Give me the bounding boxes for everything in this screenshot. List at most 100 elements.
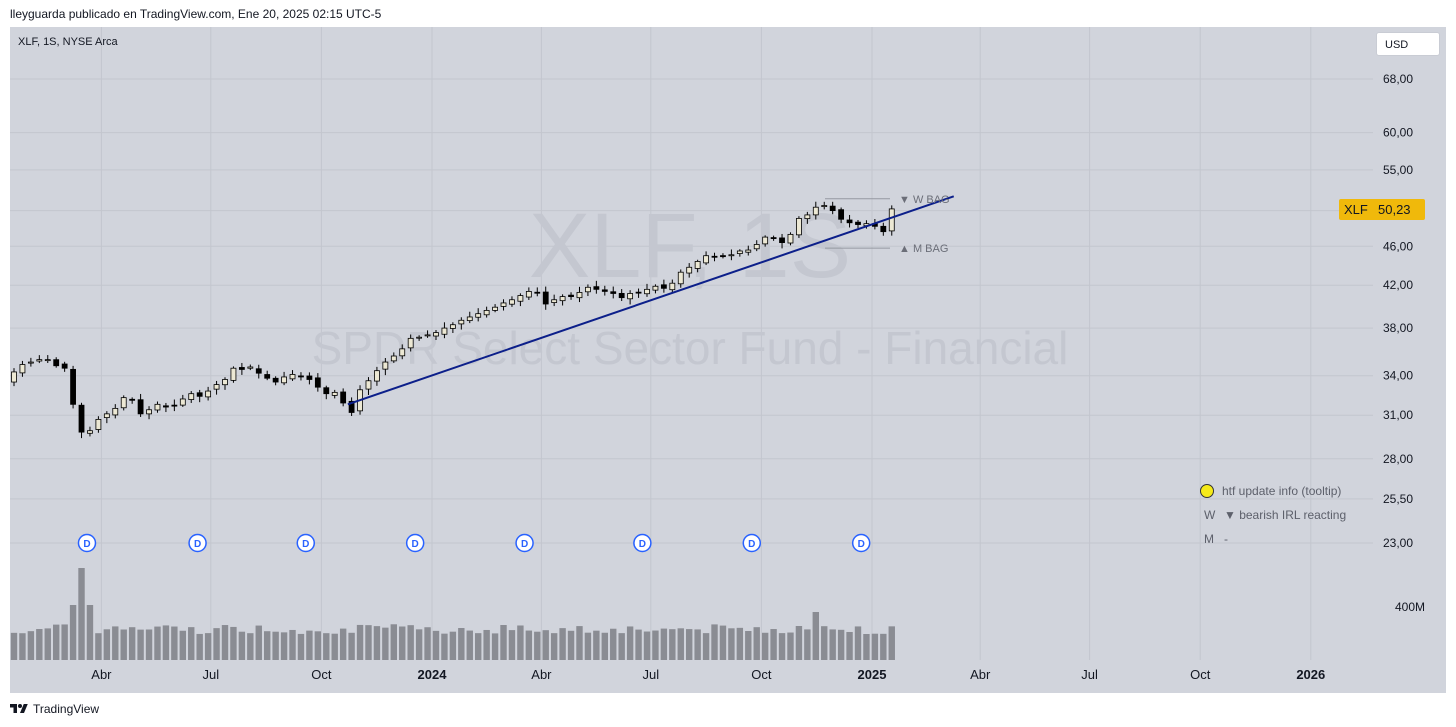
bag-level-label: ▼ W BAG [899, 194, 950, 206]
candle-body [163, 405, 169, 408]
volume-bar [171, 626, 178, 660]
candle-body [213, 384, 220, 390]
dividend-marker[interactable]: D [405, 533, 425, 553]
volume-bar [382, 627, 389, 660]
time-axis[interactable]: Abr Jul Oct 2024 Abr Jul Oct 2025 Abr Jul Oct 2026 [91, 667, 1325, 682]
volume-bar [508, 630, 516, 660]
candle-body [635, 291, 642, 294]
dividend-marker-circle [77, 533, 97, 553]
dividend-marker[interactable]: D [633, 533, 652, 553]
bag-level-label: ▲ M BAG [899, 243, 948, 255]
volume-bar [550, 633, 558, 660]
candle-body [44, 359, 51, 362]
candle-body [171, 404, 178, 407]
chart-frame[interactable]: XLF, 1S SPDR Select Sector Fund - Financ… [10, 27, 1446, 693]
legend-text: - [1224, 532, 1228, 546]
footer-brand: TradingView [33, 702, 100, 716]
volume-bar [618, 633, 625, 660]
dividend-marker[interactable]: D [77, 533, 97, 553]
volume-bar [719, 625, 727, 660]
candle-body [458, 319, 465, 325]
candle-body [61, 363, 68, 369]
candle-body [36, 359, 43, 362]
candle-body [753, 244, 760, 250]
candle-body [821, 205, 828, 207]
volume-bar [120, 629, 127, 660]
time-tick-label: Oct [751, 667, 772, 682]
candle-body [660, 284, 667, 289]
volume-bar [272, 631, 279, 660]
volume-bar [103, 629, 111, 660]
publish-header: lleyguarda publicado en TradingView.com,… [10, 7, 382, 21]
candle-body [559, 296, 566, 302]
volume-bar [736, 627, 744, 660]
candle-body [70, 368, 76, 405]
volume-bar [53, 624, 60, 660]
price-tick-label: 34,00 [1383, 369, 1413, 383]
dividend-marker[interactable]: D [188, 533, 207, 553]
candle-body [551, 299, 558, 303]
watermark: XLF, 1S SPDR Select Sector Fund - Financ… [312, 195, 1069, 374]
volume-bar [264, 631, 271, 660]
volume-bar [36, 629, 43, 660]
volume-bar [770, 629, 777, 660]
candle-body [880, 225, 887, 233]
candle-body [736, 250, 743, 254]
volume-bar [154, 626, 161, 660]
last-price-label-bg [1339, 199, 1425, 220]
dividend-marker[interactable]: D [515, 533, 534, 553]
candle-body [416, 336, 423, 339]
dividend-marker[interactable]: D [296, 533, 316, 553]
currency-selector[interactable]: USD [1376, 32, 1440, 56]
volume-bar [390, 624, 397, 660]
grid-lines [10, 27, 1373, 660]
indicator-legend: htf update info (tooltip) W ▼ bearish IR… [1200, 479, 1346, 551]
time-tick-label: Jul [1081, 667, 1098, 682]
candle-body [787, 233, 794, 244]
candle-body [525, 291, 532, 298]
candle-body [95, 418, 102, 430]
candle-body [483, 310, 490, 316]
candle-body [652, 285, 659, 291]
candle-body [568, 294, 574, 298]
dividend-marker[interactable]: D [742, 533, 762, 553]
volume-bar [567, 630, 575, 660]
legend-row-tooltip[interactable]: htf update info (tooltip) [1200, 479, 1346, 503]
candle-body [441, 327, 448, 335]
candle-body [264, 374, 271, 379]
yellow-circle-icon[interactable] [1200, 484, 1214, 498]
trendline-group[interactable] [347, 195, 955, 406]
candle-body [500, 302, 507, 307]
price-tick-label: 38,00 [1383, 321, 1413, 335]
volume-bar [500, 624, 507, 660]
volume-bar [871, 633, 879, 660]
candle-body [154, 403, 161, 411]
volume-bar [112, 626, 119, 660]
volume-bar [761, 632, 769, 660]
candle-body [298, 375, 304, 378]
candle-body [323, 387, 330, 395]
volume-bar [323, 633, 330, 660]
candle-body [855, 221, 861, 225]
time-tick-label: 2024 [418, 667, 448, 682]
price-tick-label: 31,00 [1383, 408, 1413, 422]
symbol-info[interactable]: XLF, 1S, NYSE Arca [18, 36, 118, 48]
candle-body [677, 271, 684, 285]
volume-bar [559, 628, 566, 660]
candle-body [120, 397, 127, 409]
volume-bar [365, 625, 372, 660]
volume-bars [10, 568, 895, 660]
candle-body [306, 375, 313, 380]
dividend-marker[interactable]: D [851, 533, 871, 553]
volume-bar [804, 629, 811, 660]
candle-body [340, 391, 347, 404]
volume-bar [95, 633, 102, 660]
volume-bar [812, 612, 819, 660]
dividend-marker-circle [742, 533, 762, 553]
chart-canvas[interactable]: XLF, 1S SPDR Select Sector Fund - Financ… [10, 27, 1446, 693]
time-tick-label: Jul [642, 667, 659, 682]
candle-body [593, 286, 600, 290]
price-axis[interactable]: 68,0060,0055,0050,0046,0042,0038,0034,00… [1383, 72, 1413, 550]
volume-bar [78, 568, 85, 660]
